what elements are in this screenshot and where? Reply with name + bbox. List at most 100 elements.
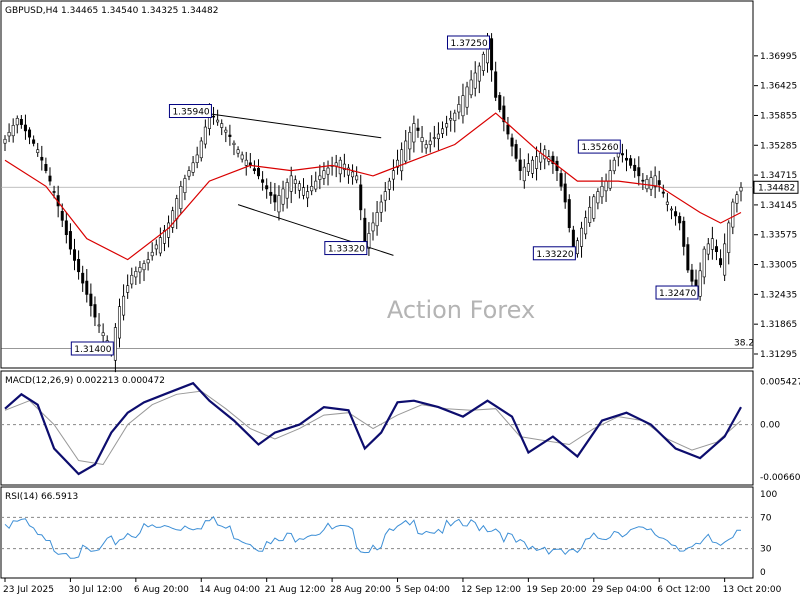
candle-body <box>191 162 195 173</box>
candle-body <box>629 158 633 166</box>
candle-body <box>649 177 653 190</box>
macd-signal-line <box>4 390 742 466</box>
candle-body <box>40 156 44 161</box>
candle-body <box>727 222 731 253</box>
price-axis-tick: 1.35855 <box>760 111 797 121</box>
candle-body <box>530 159 534 174</box>
price-annotation: 1.33320 <box>328 245 365 255</box>
candle-body <box>64 220 68 236</box>
candle-body <box>551 155 555 164</box>
candle-body <box>179 186 183 209</box>
candle-body <box>257 167 261 177</box>
candle-body <box>122 295 126 316</box>
candle-body <box>641 179 645 182</box>
candle-body <box>301 187 305 196</box>
time-axis-tick: 29 Sep 04:00 <box>592 585 652 595</box>
candle-body <box>481 53 485 71</box>
price-axis-tick: 1.31295 <box>760 350 797 360</box>
candle-body <box>477 65 481 82</box>
candle-body <box>453 112 457 121</box>
fib-level-label: 38.2 <box>734 338 754 348</box>
price-annotation: 1.37250 <box>450 39 487 49</box>
candle-body <box>60 211 64 221</box>
candle-body <box>465 86 469 108</box>
candle-body <box>669 208 673 211</box>
candle-body <box>310 186 314 192</box>
candle-body <box>89 293 93 307</box>
candle-body <box>146 259 150 264</box>
price-annotation-box <box>168 104 212 119</box>
price-axis-tick: 1.33575 <box>760 231 797 241</box>
price-annotation-box <box>655 285 699 300</box>
rsi-panel-frame <box>0 486 754 579</box>
candle-body <box>11 125 15 137</box>
candle-body <box>167 222 171 238</box>
price-annotation: 1.35260 <box>581 143 618 153</box>
candle-body <box>318 175 322 180</box>
candle-body <box>326 167 330 175</box>
candle-body <box>68 231 72 250</box>
candle-body <box>522 166 526 182</box>
candle-body <box>600 186 604 198</box>
candle-body <box>543 149 547 160</box>
macd-panel-frame <box>0 370 754 486</box>
candle-body <box>224 129 228 133</box>
candle-body <box>436 133 440 140</box>
price-axis-tick: 1.32435 <box>760 290 797 300</box>
candle-body <box>289 175 293 192</box>
candle-body <box>539 152 543 163</box>
candle-body <box>391 170 395 180</box>
candle-body <box>15 118 19 126</box>
price-annotation-box <box>70 341 114 356</box>
candle-body <box>236 149 240 154</box>
price-axis-tick: 1.34715 <box>760 171 797 181</box>
rsi-axis-tick: 100 <box>760 490 777 500</box>
candle-body <box>342 163 346 171</box>
candle-body <box>461 95 465 117</box>
candle-body <box>731 201 735 228</box>
price-axis-tick: 1.36425 <box>760 82 797 92</box>
candle-body <box>48 175 52 182</box>
rsi-axis-tick: 70 <box>760 513 772 523</box>
macd-axis-tick: 0.005427 <box>760 377 800 387</box>
candle-body <box>228 134 232 137</box>
candle-body <box>363 217 367 245</box>
candle-body <box>514 144 518 159</box>
candle-body <box>428 140 432 145</box>
candle-body <box>85 280 89 295</box>
price-annotation: 1.32470 <box>659 289 696 299</box>
candle-body <box>28 129 32 138</box>
candle-body <box>404 140 408 162</box>
candle-body <box>355 175 359 181</box>
candle-body <box>441 128 445 134</box>
candle-body <box>187 170 191 177</box>
candle-body <box>359 184 363 211</box>
rsi-line <box>4 515 741 559</box>
candle-body <box>653 175 657 188</box>
candle-body <box>334 162 338 167</box>
candle-body <box>661 191 665 194</box>
candle-body <box>81 272 85 284</box>
candle-body <box>686 244 690 271</box>
candle-body <box>371 222 375 232</box>
candle-body <box>592 196 596 219</box>
trendline <box>188 110 382 139</box>
candle-body <box>612 159 616 172</box>
price-axis-tick: 1.36995 <box>760 52 797 62</box>
candle-body <box>719 258 723 266</box>
candle-body <box>588 206 592 223</box>
candle-body <box>563 183 567 203</box>
candle-body <box>134 271 138 278</box>
time-axis-tick: 19 Sep 20:00 <box>526 585 586 595</box>
candle-body <box>567 199 571 228</box>
candle-body <box>285 182 289 199</box>
candle-body <box>199 140 203 159</box>
time-axis-tick: 28 Aug 20:00 <box>330 585 391 595</box>
candle-body <box>77 259 81 273</box>
candle-body <box>637 167 641 177</box>
candle-body <box>375 212 379 227</box>
candle-body <box>678 216 682 224</box>
candle-body <box>212 115 216 118</box>
candle-body <box>154 244 158 250</box>
candle-body <box>498 95 502 110</box>
